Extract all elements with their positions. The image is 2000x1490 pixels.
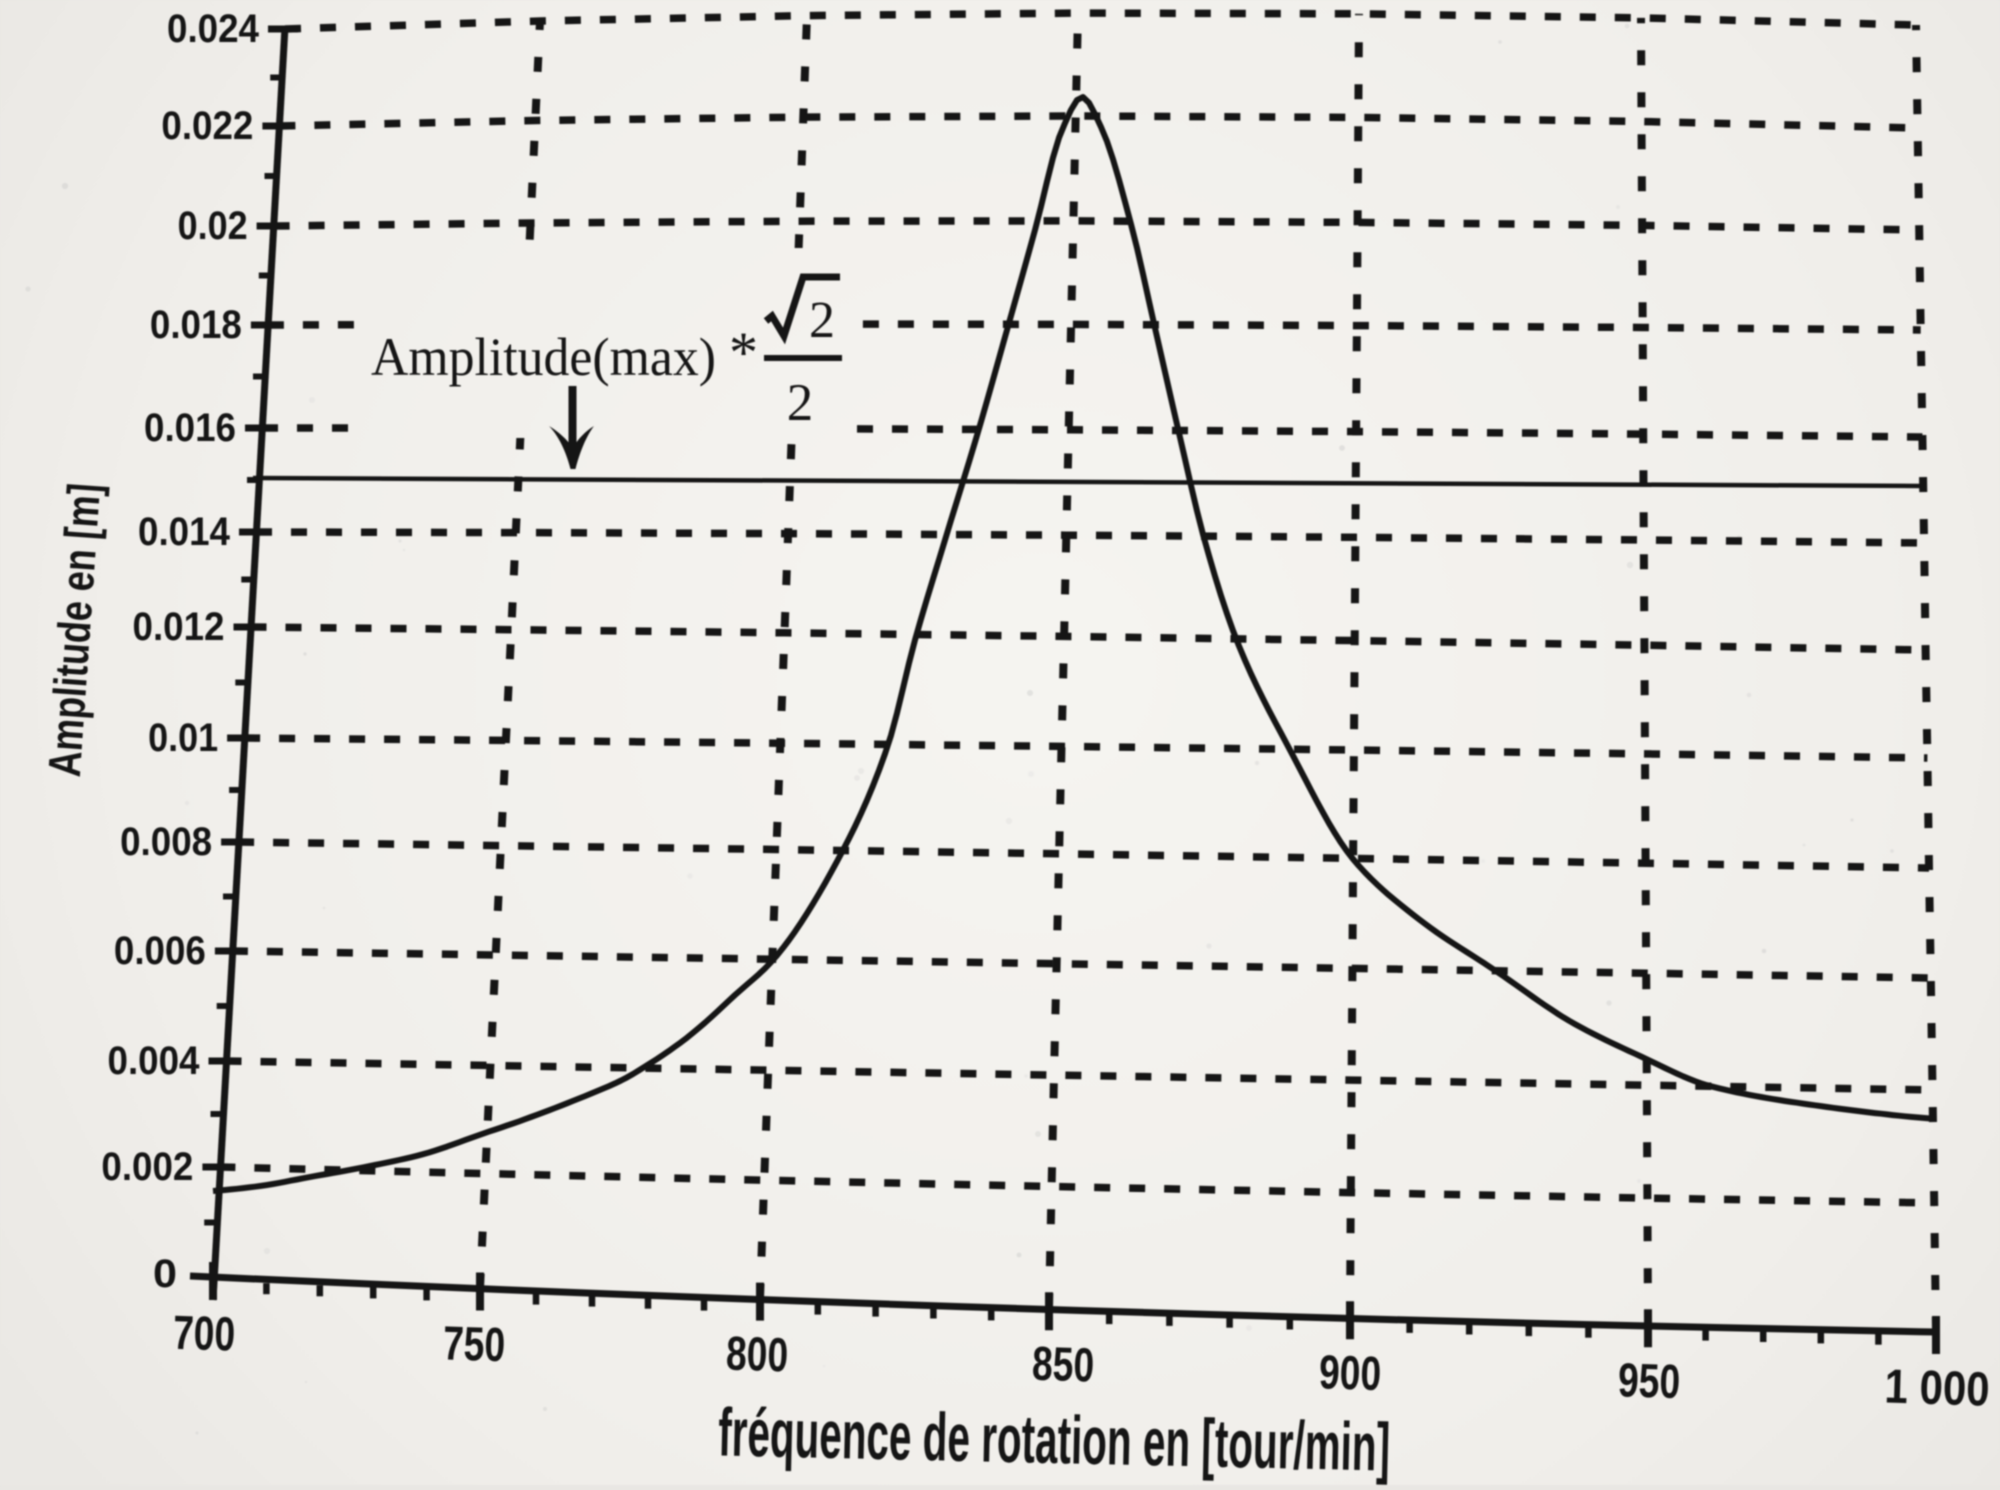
svg-text:0.014: 0.014 bbox=[138, 510, 231, 554]
svg-text:0.01: 0.01 bbox=[148, 716, 218, 760]
svg-text:0.008: 0.008 bbox=[120, 820, 212, 864]
svg-text:0.018: 0.018 bbox=[150, 303, 242, 347]
svg-text:0.004: 0.004 bbox=[108, 1039, 201, 1083]
svg-text:800: 800 bbox=[725, 1328, 789, 1383]
svg-text:0.022: 0.022 bbox=[161, 104, 253, 148]
svg-text:850: 850 bbox=[1031, 1338, 1095, 1393]
svg-text:900: 900 bbox=[1318, 1346, 1382, 1401]
svg-text:0.002: 0.002 bbox=[101, 1145, 193, 1189]
svg-text:Amplitude(max): Amplitude(max) bbox=[371, 327, 716, 387]
svg-text:*: * bbox=[729, 320, 758, 385]
svg-text:0.02: 0.02 bbox=[178, 204, 248, 248]
svg-text:0: 0 bbox=[153, 1252, 177, 1296]
svg-text:0.012: 0.012 bbox=[133, 605, 225, 649]
svg-text:750: 750 bbox=[442, 1317, 506, 1372]
svg-text:0.006: 0.006 bbox=[114, 929, 206, 973]
svg-text:700: 700 bbox=[172, 1307, 236, 1362]
svg-text:0.016: 0.016 bbox=[144, 406, 236, 450]
svg-text:950: 950 bbox=[1617, 1354, 1681, 1409]
svg-text:0.024: 0.024 bbox=[167, 7, 260, 51]
svg-text:1 000: 1 000 bbox=[1884, 1360, 1991, 1416]
svg-text:fréquence de rotation en [tour: fréquence de rotation en [tour/min] bbox=[717, 1394, 1391, 1485]
svg-text:2: 2 bbox=[809, 292, 835, 349]
svg-text:2: 2 bbox=[787, 374, 814, 432]
